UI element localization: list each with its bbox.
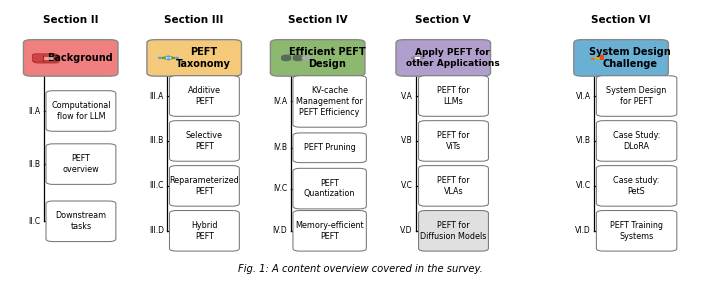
FancyBboxPatch shape xyxy=(396,40,490,76)
Text: Section V: Section V xyxy=(415,15,471,25)
FancyBboxPatch shape xyxy=(596,121,677,161)
Text: Efficient PEFT
Design: Efficient PEFT Design xyxy=(289,47,365,69)
Text: VI.C: VI.C xyxy=(575,181,590,190)
FancyBboxPatch shape xyxy=(293,76,366,127)
FancyBboxPatch shape xyxy=(595,57,599,60)
FancyBboxPatch shape xyxy=(600,55,604,60)
Text: V.A: V.A xyxy=(401,91,413,101)
FancyBboxPatch shape xyxy=(418,210,488,251)
Text: Downstream
tasks: Downstream tasks xyxy=(55,211,107,231)
Circle shape xyxy=(282,55,291,59)
Text: II.C: II.C xyxy=(28,217,40,226)
Ellipse shape xyxy=(415,57,420,58)
FancyBboxPatch shape xyxy=(147,40,241,76)
Text: II.A: II.A xyxy=(28,107,40,115)
Text: Background: Background xyxy=(47,53,113,63)
Text: PEFT for
Diffusion Models: PEFT for Diffusion Models xyxy=(420,221,487,241)
Text: Section II: Section II xyxy=(43,15,99,25)
Polygon shape xyxy=(411,57,424,59)
Text: Case study:
PetS: Case study: PetS xyxy=(613,176,660,196)
Text: KV-cache
Management for
PEFT Efficiency: KV-cache Management for PEFT Efficiency xyxy=(296,86,363,117)
Text: III.D: III.D xyxy=(149,226,164,235)
Text: System Design
Challenge: System Design Challenge xyxy=(590,47,671,69)
Text: IV.B: IV.B xyxy=(274,143,287,152)
FancyBboxPatch shape xyxy=(418,165,488,206)
Circle shape xyxy=(293,57,302,61)
Circle shape xyxy=(282,57,291,61)
FancyBboxPatch shape xyxy=(418,76,488,116)
Text: Memory-efficient
PEFT: Memory-efficient PEFT xyxy=(295,221,364,241)
Text: Additive
PEFT: Additive PEFT xyxy=(188,86,221,106)
Text: VI.A: VI.A xyxy=(575,91,590,101)
Text: II.B: II.B xyxy=(28,160,40,169)
FancyBboxPatch shape xyxy=(596,165,677,206)
Circle shape xyxy=(293,55,302,59)
Text: System Design
for PEFT: System Design for PEFT xyxy=(606,86,667,106)
FancyBboxPatch shape xyxy=(169,210,239,251)
Text: Selective
PEFT: Selective PEFT xyxy=(186,131,223,151)
Text: Hybrid
PEFT: Hybrid PEFT xyxy=(192,221,217,241)
Text: Apply PEFT for
other Applications: Apply PEFT for other Applications xyxy=(405,48,499,68)
Text: PEFT for
ViTs: PEFT for ViTs xyxy=(437,131,470,151)
Circle shape xyxy=(176,57,179,58)
Text: PEFT for
LLMs: PEFT for LLMs xyxy=(437,86,470,106)
FancyBboxPatch shape xyxy=(169,121,239,161)
Text: PEFT for
VLAs: PEFT for VLAs xyxy=(437,176,470,196)
Text: VI.B: VI.B xyxy=(576,136,590,145)
Circle shape xyxy=(167,56,170,57)
Circle shape xyxy=(158,57,161,58)
Text: Section IV: Section IV xyxy=(288,15,348,25)
FancyBboxPatch shape xyxy=(169,165,239,206)
FancyBboxPatch shape xyxy=(32,54,58,62)
Polygon shape xyxy=(162,57,175,59)
Text: Section III: Section III xyxy=(164,15,224,25)
Text: PEFT Pruning: PEFT Pruning xyxy=(304,143,356,152)
Text: Case Study:
DLoRA: Case Study: DLoRA xyxy=(613,131,660,151)
FancyBboxPatch shape xyxy=(596,210,677,251)
Text: IV.A: IV.A xyxy=(273,97,287,106)
Text: V.B: V.B xyxy=(401,136,413,145)
Text: PEFT
overview: PEFT overview xyxy=(63,154,99,174)
Text: Reparameterized
PEFT: Reparameterized PEFT xyxy=(169,176,239,196)
FancyBboxPatch shape xyxy=(34,55,59,63)
Text: VI.D: VI.D xyxy=(575,226,590,235)
Text: Section VI: Section VI xyxy=(591,15,651,25)
Text: IV.C: IV.C xyxy=(273,184,287,193)
FancyBboxPatch shape xyxy=(46,91,116,131)
FancyBboxPatch shape xyxy=(169,76,239,116)
Text: III.C: III.C xyxy=(150,181,164,190)
Text: III.A: III.A xyxy=(150,91,164,101)
FancyBboxPatch shape xyxy=(590,58,595,60)
Text: PEFT
Quantization: PEFT Quantization xyxy=(304,179,356,199)
Text: PEFT Training
Systems: PEFT Training Systems xyxy=(610,221,663,241)
FancyBboxPatch shape xyxy=(46,144,116,184)
FancyBboxPatch shape xyxy=(46,201,116,242)
FancyBboxPatch shape xyxy=(293,168,366,209)
Circle shape xyxy=(302,56,310,59)
Text: Fig. 1: A content overview covered in the survey.: Fig. 1: A content overview covered in th… xyxy=(238,264,482,274)
Text: PEFT
Taxonomy: PEFT Taxonomy xyxy=(176,47,231,69)
Circle shape xyxy=(167,59,170,60)
FancyBboxPatch shape xyxy=(293,133,366,163)
Text: V.D: V.D xyxy=(400,226,413,235)
FancyBboxPatch shape xyxy=(596,76,677,116)
FancyBboxPatch shape xyxy=(24,40,118,76)
FancyBboxPatch shape xyxy=(271,40,365,76)
FancyBboxPatch shape xyxy=(293,210,366,251)
FancyBboxPatch shape xyxy=(574,40,668,76)
Text: IV.D: IV.D xyxy=(273,226,287,235)
Text: III.B: III.B xyxy=(150,136,164,145)
Text: Computational
flow for LLM: Computational flow for LLM xyxy=(51,101,111,121)
Text: V.C: V.C xyxy=(401,181,413,190)
FancyBboxPatch shape xyxy=(418,121,488,161)
